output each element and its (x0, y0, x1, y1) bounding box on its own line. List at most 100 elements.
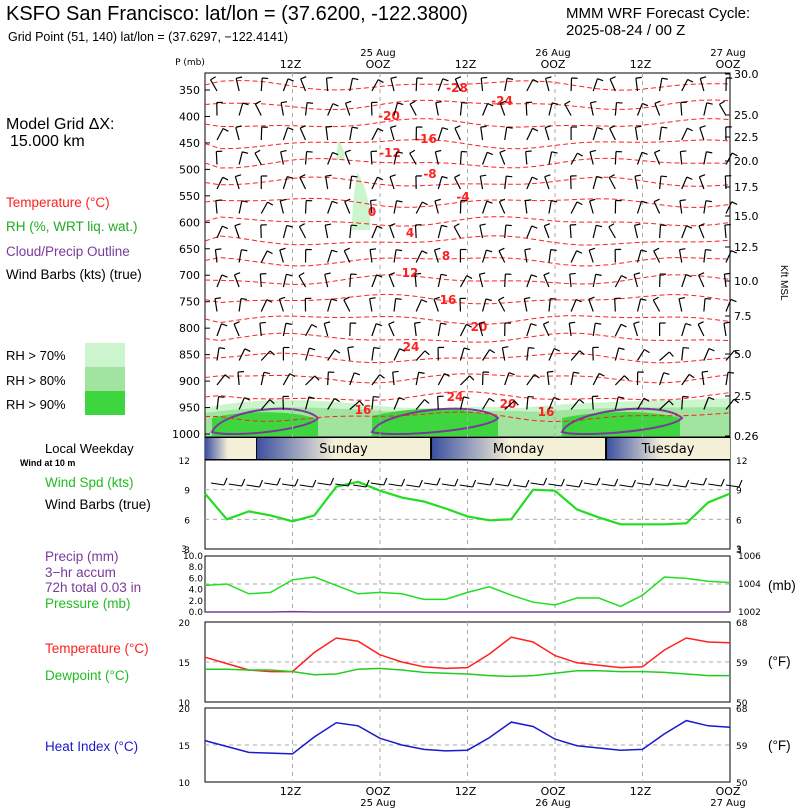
wind-barb (260, 201, 274, 214)
wind-barb (259, 321, 266, 337)
wind-barb-staff (588, 299, 594, 312)
wind-barb-flag (661, 77, 668, 80)
wind-barb (725, 201, 738, 214)
wind-barb-flag (654, 149, 661, 154)
wind-ytick-left: 12 (179, 457, 190, 467)
wind-barb-flag (500, 100, 507, 104)
wind-barb-flag (343, 296, 350, 301)
bottom-time-label: 12Z (455, 785, 477, 798)
wind-barb-flag (608, 223, 615, 228)
wind-barb-flag (479, 223, 486, 226)
wind-barb-staff (216, 128, 224, 141)
wind-barb-flag (241, 249, 248, 252)
pressure-ytick: 1004 (738, 580, 761, 590)
wind-barb-staff (703, 348, 710, 361)
wind-barb-flag (498, 247, 505, 252)
wind-barb-staff (482, 103, 489, 116)
wind-barb (725, 250, 738, 263)
temperature-isotherm (204, 79, 731, 91)
wind-barb-staff (526, 176, 533, 190)
bottom-time-label: 12Z (630, 785, 652, 798)
wind-barb-staff (437, 225, 443, 239)
wind-barbs-label: Wind Barbs (true) (45, 497, 151, 512)
wind-barb-staff (703, 298, 706, 312)
wind-barb (589, 100, 597, 116)
wind-barb (323, 321, 331, 337)
wind-barb (216, 374, 231, 386)
wind-barb-flag (576, 201, 583, 206)
wind-barb-staff (526, 396, 529, 410)
wind-barb-flag (654, 100, 661, 104)
wind-barb (238, 102, 249, 116)
wind-barb-staff (544, 127, 550, 141)
wind-speed-line (204, 480, 731, 526)
wind-barb-staff (636, 298, 642, 312)
wind-barb (636, 249, 647, 263)
wind-barb-staff (499, 103, 506, 116)
surface-barb-flag (578, 479, 583, 488)
wind-barb (548, 249, 557, 263)
wind-barb-staff (653, 152, 661, 165)
wind-barb-staff (589, 151, 594, 165)
legend-rh: RH (%, WRT liq. wat.) (6, 219, 138, 234)
wind-barb-staff (481, 201, 488, 214)
wind-barb (459, 150, 468, 165)
wind-barb-flag (375, 323, 383, 327)
surface-wind-barb (370, 477, 388, 486)
surface-wind-barb (530, 477, 548, 486)
wind-barb-flag (643, 397, 650, 402)
precip-label: Precip (mm) (45, 549, 119, 564)
temperature-isotherm (204, 257, 731, 267)
surface-wind-barb (317, 477, 335, 486)
wind-barb (526, 373, 540, 386)
wind-barb-staff (614, 375, 625, 386)
wind-barb-flag (269, 399, 275, 405)
wind-barb-flag (279, 247, 286, 251)
wind-barb-staff (548, 397, 555, 410)
wind-barb-flag (727, 371, 735, 374)
wind-ytick-right: 9 (736, 487, 742, 497)
wind-barb-flag (595, 322, 602, 325)
wind-barb-flag (573, 371, 580, 374)
wind-barb (504, 322, 511, 337)
wind-barb-flag (242, 151, 249, 154)
wind-barb-staff (434, 200, 439, 214)
surface-barb-staff (690, 482, 704, 486)
wind-barb-flag (286, 273, 293, 277)
legend-wind-barbs: Wind Barbs (kts) (true) (6, 267, 142, 282)
wind-barb (504, 400, 519, 410)
wind-barb-staff (654, 103, 661, 116)
wind-barb-staff (260, 250, 268, 263)
wind-barb (393, 102, 404, 116)
precip-ytick: 8.0 (189, 563, 204, 573)
wind-barb-staff (343, 250, 351, 263)
wind-barb (653, 198, 661, 214)
wind-barb-flag (441, 175, 448, 179)
wind-barb-flag (551, 151, 558, 154)
wind-barb-staff (349, 127, 353, 141)
wind-barb (304, 150, 313, 165)
wind-barb-flag (266, 250, 273, 255)
pressure-tick-label: 950 (179, 402, 200, 415)
height-tick-label: 20.0 (734, 155, 759, 168)
wind-barb (453, 174, 461, 190)
wind-barb-flag (621, 274, 628, 279)
wind-barb-staff (304, 396, 310, 410)
surface-wind-barb (495, 478, 512, 487)
wind-barb-flag (642, 102, 649, 107)
wind-barb-flag (708, 396, 715, 401)
surface-wind-barb (441, 478, 459, 487)
wind-barb-flag (508, 372, 515, 376)
wind-barb-flag (215, 199, 222, 202)
wind-barb-staff (300, 78, 307, 92)
wind-barb-staff (433, 249, 439, 263)
wind-barb (526, 395, 534, 410)
wind-barb-flag (287, 78, 294, 82)
wind-barb (588, 296, 595, 312)
wind-barb-flag (723, 321, 730, 324)
wind-barb-flag (596, 224, 603, 228)
wind-barb-flag (507, 77, 514, 80)
wind-barb-flag (553, 396, 560, 401)
wind-barb-staff (478, 274, 484, 288)
wind-barb-staff (718, 103, 727, 116)
